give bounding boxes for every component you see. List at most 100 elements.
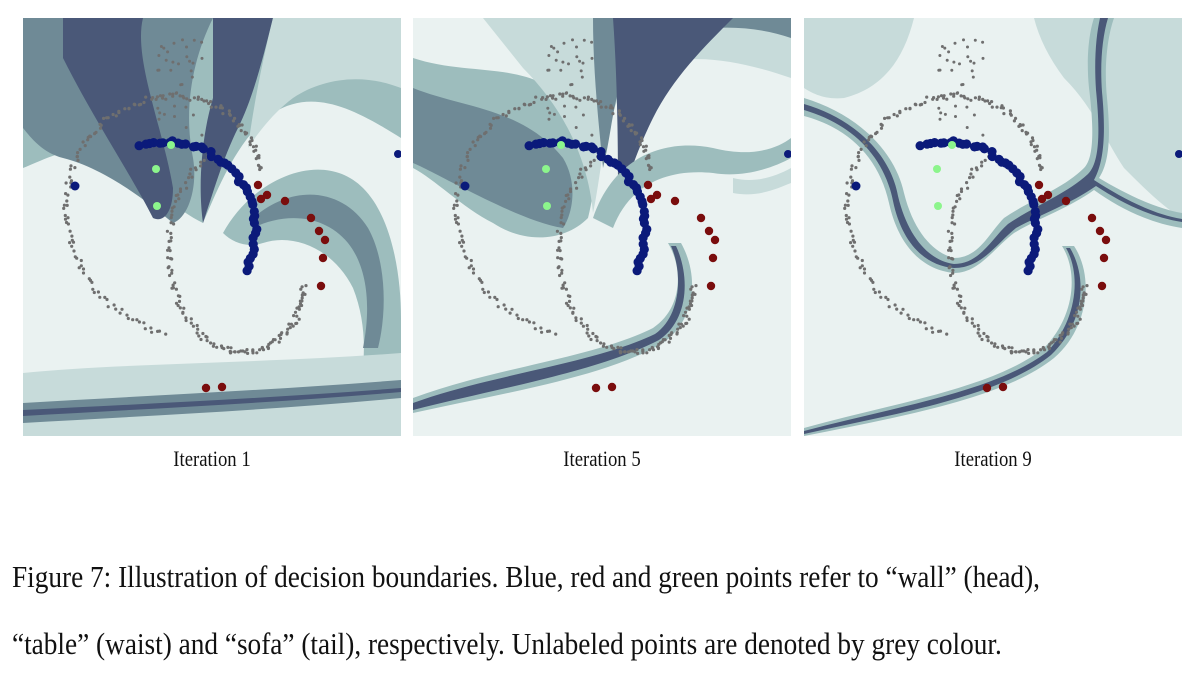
unlabeled-point: [142, 321, 146, 325]
unlabeled-point: [127, 107, 131, 111]
unlabeled-point: [559, 239, 563, 243]
figure-caption-line-1: Figure 7: Illustration of decision bound…: [12, 559, 1040, 594]
unlabeled-point: [599, 341, 603, 345]
unlabeled-point: [939, 94, 944, 98]
unlabeled-point: [68, 167, 72, 171]
unlabeled-point: [560, 271, 564, 275]
unlabeled-point: [923, 100, 927, 105]
unlabeled-point: [258, 165, 262, 169]
unlabeled-point: [212, 342, 216, 346]
unlabeled-point: [175, 91, 179, 95]
unlabeled-point: [169, 216, 173, 220]
unlabeled-point: [178, 187, 183, 191]
wall-point: [394, 150, 401, 158]
unlabeled-point: [88, 134, 92, 138]
unlabeled-point: [647, 156, 651, 160]
unlabeled-point: [630, 123, 634, 127]
unlabeled-point: [510, 307, 514, 311]
table-point: [1097, 281, 1107, 291]
unlabeled-point: [178, 94, 182, 98]
unlabeled-point: [976, 331, 980, 335]
unlabeled-point: [170, 209, 174, 213]
unlabeled-point: [952, 60, 956, 64]
unlabeled-point: [947, 266, 951, 270]
unlabeled-point: [951, 271, 955, 275]
unlabeled-point: [930, 326, 934, 330]
unlabeled-point: [460, 238, 464, 242]
unlabeled-point: [656, 346, 660, 351]
unlabeled-point: [962, 311, 966, 315]
table-point: [652, 190, 662, 200]
unlabeled-point: [65, 199, 69, 203]
unlabeled-point: [182, 96, 186, 100]
unlabeled-point: [641, 348, 645, 352]
unlabeled-point: [532, 100, 536, 105]
unlabeled-point: [533, 327, 537, 331]
unlabeled-point: [990, 100, 994, 104]
unlabeled-point: [862, 267, 867, 271]
unlabeled-point: [547, 54, 551, 57]
unlabeled-point: [843, 206, 847, 210]
unlabeled-point: [844, 213, 848, 218]
unlabeled-point: [188, 172, 192, 176]
unlabeled-point: [1041, 346, 1045, 350]
unlabeled-point: [694, 284, 698, 288]
unlabeled-point: [548, 94, 553, 98]
unlabeled-point: [965, 105, 969, 109]
unlabeled-point: [64, 181, 68, 185]
unlabeled-point: [227, 109, 231, 113]
unlabeled-point: [196, 327, 200, 331]
unlabeled-point: [161, 94, 165, 98]
unlabeled-point: [231, 119, 235, 123]
unlabeled-point: [185, 55, 189, 59]
unlabeled-point: [477, 277, 481, 281]
unlabeled-point: [69, 179, 74, 183]
boundary-band: [413, 246, 685, 410]
unlabeled-point: [70, 244, 74, 248]
unlabeled-point: [459, 179, 464, 183]
unlabeled-point: [589, 337, 593, 342]
unlabeled-point: [961, 83, 965, 86]
unlabeled-point: [676, 327, 680, 331]
unlabeled-point: [70, 238, 74, 242]
unlabeled-point: [1081, 296, 1085, 300]
unlabeled-point: [939, 111, 943, 115]
unlabeled-point: [854, 255, 858, 259]
wall-point: [987, 147, 997, 157]
unlabeled-point: [970, 321, 974, 325]
table-point: [217, 382, 227, 392]
unlabeled-point: [200, 97, 204, 101]
unlabeled-point: [567, 197, 571, 201]
unlabeled-point: [300, 296, 304, 300]
plot-svg-iteration-9: [804, 18, 1182, 436]
unlabeled-point: [965, 181, 969, 185]
sofa-point: [152, 165, 160, 173]
table-point: [998, 382, 1008, 392]
unlabeled-point: [185, 45, 188, 49]
unlabeled-point: [172, 205, 176, 209]
unlabeled-point: [585, 323, 589, 328]
unlabeled-point: [947, 256, 951, 260]
unlabeled-point: [621, 119, 625, 123]
unlabeled-point: [969, 172, 973, 176]
unlabeled-point: [466, 151, 470, 155]
unlabeled-point: [558, 92, 562, 96]
unlabeled-point: [162, 46, 166, 50]
unlabeled-point: [561, 60, 565, 64]
unlabeled-point: [948, 246, 952, 250]
unlabeled-point: [72, 249, 76, 253]
unlabeled-point: [251, 348, 255, 352]
unlabeled-point: [123, 107, 127, 111]
unlabeled-point: [956, 91, 960, 95]
plot-svg-iteration-5: [413, 18, 791, 436]
unlabeled-point: [106, 305, 110, 309]
unlabeled-point: [545, 95, 549, 99]
unlabeled-point: [99, 123, 103, 127]
unlabeled-point: [590, 133, 594, 137]
unlabeled-point: [912, 318, 916, 322]
unlabeled-point: [1030, 136, 1035, 140]
unlabeled-point: [79, 264, 83, 268]
unlabeled-point: [1048, 342, 1052, 346]
unlabeled-point: [877, 290, 881, 294]
unlabeled-point: [189, 69, 193, 73]
